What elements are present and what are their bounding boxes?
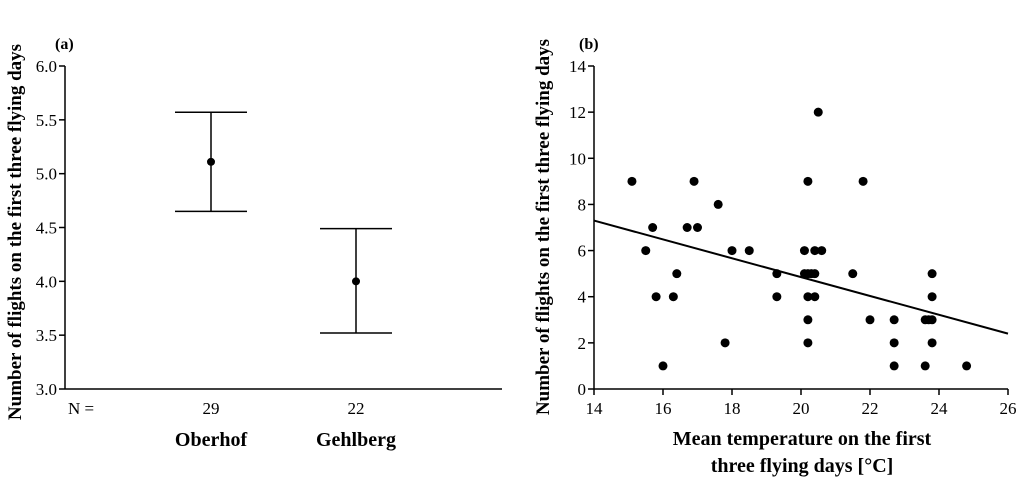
- panel-b-x-tick-label: 18: [724, 399, 741, 418]
- scatter-point: [858, 176, 868, 186]
- panel-b-y-tick-label: 8: [578, 195, 587, 214]
- scatter-point: [658, 361, 668, 371]
- panel-b-y-tick-label: 14: [569, 57, 587, 76]
- scatter-point: [648, 223, 658, 232]
- scatter-point: [803, 292, 813, 302]
- scatter-point: [668, 292, 678, 302]
- panel-b-y-tick-label: 0: [578, 380, 587, 399]
- n-label: N =: [68, 399, 94, 418]
- panel-a-y-axis-label: Number of flights on the first three fly…: [5, 44, 26, 420]
- panel-b-y-axis-label: Number of flights on the first three fly…: [533, 39, 554, 415]
- scatter-point: [810, 246, 820, 256]
- panel-a: (a) Number of flights on the first three…: [5, 36, 502, 451]
- scatter-point: [920, 361, 930, 371]
- scatter-point: [865, 315, 875, 325]
- panel-b: (b) Number of flights on the first three…: [533, 36, 1017, 477]
- panel-a-y-tick-label: 3.5: [36, 326, 57, 345]
- panel-a-y-tick-label: 4.0: [36, 272, 57, 291]
- n-value-oberhof: 29: [203, 399, 220, 418]
- scatter-point: [803, 338, 813, 348]
- scatter-point: [693, 223, 702, 232]
- scatter-point: [672, 269, 682, 279]
- panel-b-y-tick-label: 2: [578, 334, 587, 353]
- scatter-point: [641, 246, 651, 256]
- panel-a-y-tick-label: 3.0: [36, 380, 57, 399]
- scatter-point: [803, 176, 813, 186]
- panel-b-x-tick-label: 16: [655, 399, 672, 418]
- scatter-point: [803, 315, 813, 325]
- scatter-point: [889, 361, 899, 371]
- panel-a-label: (a): [55, 36, 74, 53]
- scatter-point: [689, 176, 699, 186]
- scatter-point: [927, 315, 937, 325]
- panel-b-y-tick-label: 12: [569, 103, 586, 122]
- panel-a-y-tick-label: 5.5: [36, 111, 57, 130]
- scatter-point: [810, 269, 820, 279]
- panel-a-y-tick-label: 6.0: [36, 57, 57, 76]
- n-value-gehlberg: 22: [348, 399, 365, 418]
- scatter-point: [727, 246, 737, 256]
- panel-b-label: (b): [579, 36, 599, 53]
- scatter-point: [651, 292, 661, 302]
- scatter-point: [627, 176, 637, 186]
- scatter-point: [713, 199, 723, 209]
- panel-b-x-tick-label: 24: [931, 399, 949, 418]
- scatter-point: [889, 338, 899, 348]
- panel-b-x-axis-label-line2: three flying days [°C]: [711, 455, 894, 477]
- panel-b-x-tick-label: 26: [1000, 399, 1017, 418]
- panel-b-x-tick-label: 14: [586, 399, 604, 418]
- scatter-point: [889, 315, 899, 325]
- scatter-point: [927, 338, 937, 348]
- panel-b-y-tick-label: 4: [578, 288, 587, 307]
- scatter-point: [772, 292, 782, 302]
- panel-b-y-tick-label: 10: [569, 149, 586, 168]
- scatter-point: [720, 338, 730, 348]
- panel-b-x-tick-label: 22: [862, 399, 879, 418]
- scatter-point: [744, 246, 754, 256]
- scatter-point: [799, 246, 809, 256]
- category-label-oberhof: Oberhof: [175, 429, 248, 451]
- scatter-point: [682, 223, 692, 232]
- trend-line: [593, 219, 1009, 335]
- scatter-point: [848, 269, 858, 279]
- mean-point-oberhof: [207, 157, 215, 166]
- scatter-point: [927, 269, 937, 279]
- panel-b-y-tick-label: 6: [578, 242, 587, 261]
- panel-b-x-axis-label-line1: Mean temperature on the first: [673, 428, 932, 450]
- scatter-point: [813, 107, 823, 117]
- scatter-point: [817, 246, 827, 256]
- mean-point-gehlberg: [352, 277, 360, 286]
- scatter-point: [962, 361, 972, 371]
- panel-a-y-tick-label: 5.0: [36, 165, 57, 184]
- panel-b-x-tick-label: 20: [793, 399, 810, 418]
- scatter-point: [810, 292, 820, 302]
- category-label-gehlberg: Gehlberg: [316, 429, 396, 451]
- panel-a-y-tick-label: 4.5: [36, 219, 57, 238]
- scatter-point: [927, 292, 937, 302]
